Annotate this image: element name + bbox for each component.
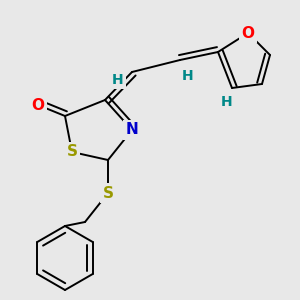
Text: S: S xyxy=(103,185,113,200)
Text: H: H xyxy=(112,73,124,87)
Text: O: O xyxy=(32,98,44,112)
Text: H: H xyxy=(221,95,233,109)
Text: N: N xyxy=(126,122,138,137)
Text: H: H xyxy=(182,69,194,83)
Text: S: S xyxy=(67,145,77,160)
Text: O: O xyxy=(242,26,254,40)
